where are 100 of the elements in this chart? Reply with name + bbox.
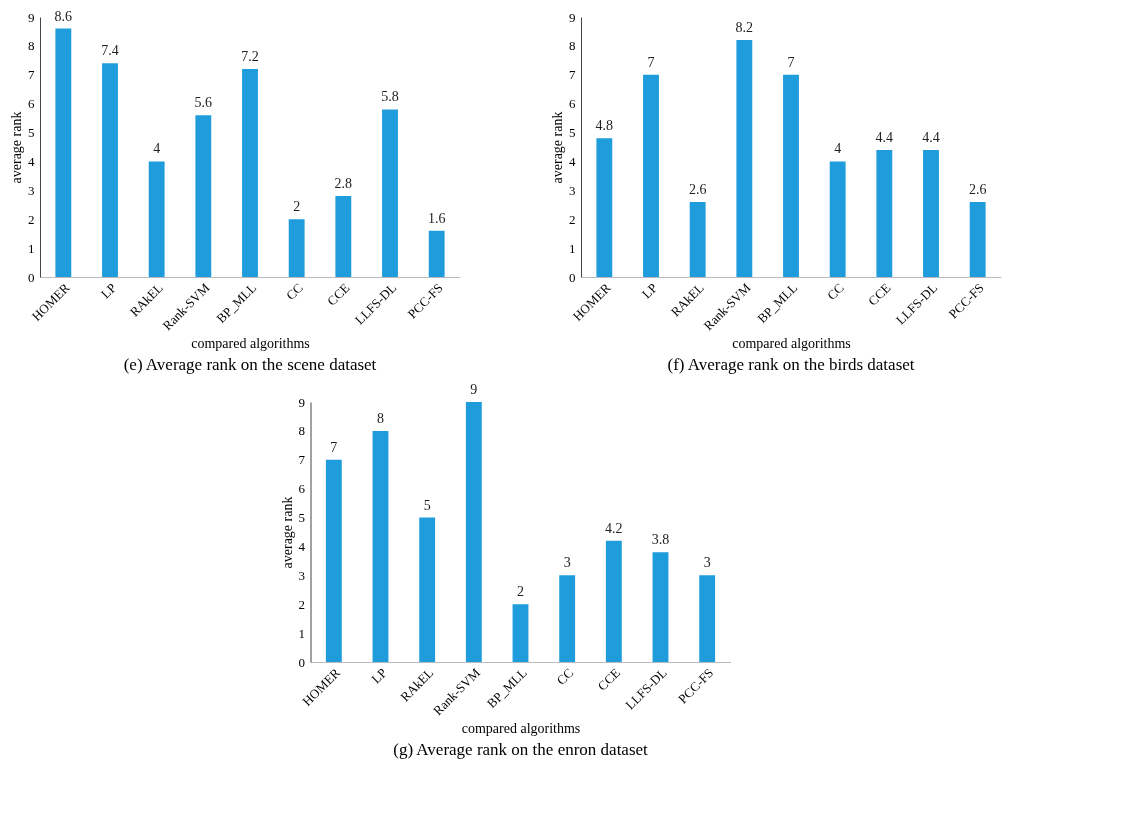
y-tick-label: 0: [298, 654, 305, 670]
bar: [829, 161, 846, 277]
y-tick-label: 5: [28, 125, 35, 141]
data-label: 5.6: [194, 95, 213, 111]
y-axis-title: average rank: [9, 111, 24, 184]
data-label: 1.6: [427, 210, 446, 226]
bar: [643, 74, 659, 277]
x-tick-label: LP: [368, 665, 390, 687]
y-tick-label: 7: [569, 67, 576, 83]
data-label: 5.8: [381, 89, 399, 105]
y-tick-label: 1: [28, 240, 35, 256]
y-tick-label: 0: [569, 269, 576, 285]
y-tick-label: 4: [28, 153, 35, 169]
data-label: 9: [470, 382, 478, 397]
y-tick-label: 4: [569, 153, 576, 169]
y-tick-label: 8: [298, 423, 305, 439]
y-tick-label: 1: [298, 625, 305, 641]
y-tick-label: 5: [569, 125, 576, 141]
data-label: 4.4: [875, 129, 894, 145]
bar: [148, 161, 165, 277]
y-tick-label: 6: [28, 96, 35, 112]
y-tick-label: 6: [569, 96, 576, 112]
data-label: 2.6: [688, 181, 707, 197]
bar: [783, 74, 799, 277]
bar: [335, 196, 352, 277]
y-tick-label: 7: [298, 452, 306, 468]
bar: [605, 540, 622, 662]
x-tick-label: CCE: [594, 665, 624, 694]
x-tick-label: CCE: [324, 280, 353, 309]
data-label: 7: [330, 439, 338, 455]
bar: [195, 115, 212, 277]
y-tick-label: 3: [298, 567, 305, 583]
data-label: 7.2: [241, 49, 259, 64]
y-axis-title: average rank: [550, 111, 565, 184]
data-label: 7: [787, 54, 795, 70]
bar: [736, 40, 753, 277]
bar: [465, 402, 482, 662]
y-tick-label: 2: [28, 211, 35, 227]
data-label: 4.8: [595, 118, 614, 134]
bar: [559, 575, 576, 662]
bar: [689, 201, 706, 277]
y-tick-label: 8: [569, 38, 576, 54]
text: (f) Average rank on the birds dataset: [667, 354, 915, 374]
y-tick-label: 2: [298, 596, 305, 612]
y-tick-label: 4: [298, 538, 306, 554]
x-axis-title: compared algorithms: [191, 336, 310, 352]
data-label: 4: [153, 141, 161, 157]
y-tick-label: 3: [569, 182, 576, 198]
bar: [288, 219, 305, 277]
bar: [699, 575, 716, 662]
bar: [969, 201, 986, 277]
text: (e) Average rank on the scene dataset: [123, 354, 377, 374]
data-label: 4.2: [605, 520, 623, 536]
y-tick-label: 2: [569, 211, 576, 227]
data-label: 2.6: [968, 181, 987, 197]
x-tick-label: CC: [282, 280, 306, 303]
data-label: 5: [423, 497, 431, 513]
data-label: 4: [834, 141, 842, 157]
data-label: 3.8: [651, 532, 670, 548]
bar: [382, 109, 398, 277]
bar: [652, 552, 669, 662]
bar: [55, 28, 72, 277]
bar: [596, 138, 613, 277]
x-tick-label: LP: [97, 280, 120, 302]
data-label: 4.4: [922, 129, 940, 145]
bar: [372, 430, 389, 662]
y-tick-label: 0: [28, 269, 35, 285]
x-tick-label: CC: [553, 665, 577, 688]
x-tick-label: LP: [638, 280, 661, 302]
data-label: 8.2: [735, 20, 754, 36]
bar: [876, 149, 893, 277]
y-tick-label: 9: [28, 9, 35, 25]
data-label: 8.6: [54, 8, 73, 24]
bar: [325, 459, 342, 662]
x-tick-label: CC: [823, 280, 847, 303]
y-tick-label: 7: [28, 67, 35, 83]
data-label: 8: [377, 410, 384, 426]
y-tick-label: 9: [298, 394, 305, 410]
data-label: 2.8: [334, 176, 353, 192]
y-tick-label: 3: [28, 182, 35, 198]
y-tick-label: 5: [298, 510, 305, 526]
bar: [512, 604, 529, 662]
bar: [242, 69, 258, 277]
data-label: 7.4: [101, 43, 119, 59]
data-label: 3: [703, 555, 711, 571]
y-tick-label: 9: [569, 9, 576, 25]
y-axis-title: average rank: [279, 496, 295, 569]
bar: [419, 517, 436, 662]
bar: [102, 63, 118, 277]
bar: [428, 230, 445, 277]
data-label: 2: [517, 584, 524, 600]
text: (g) Average rank on the enron dataset: [393, 739, 649, 759]
y-tick-label: 8: [28, 38, 35, 54]
x-tick-label: CCE: [865, 280, 894, 309]
x-axis-title: compared algorithms: [732, 336, 851, 352]
y-tick-label: 6: [298, 481, 306, 497]
bar: [923, 149, 939, 277]
x-axis-title: compared algorithms: [461, 721, 581, 737]
data-label: 7: [647, 54, 655, 70]
y-tick-label: 1: [569, 240, 576, 256]
